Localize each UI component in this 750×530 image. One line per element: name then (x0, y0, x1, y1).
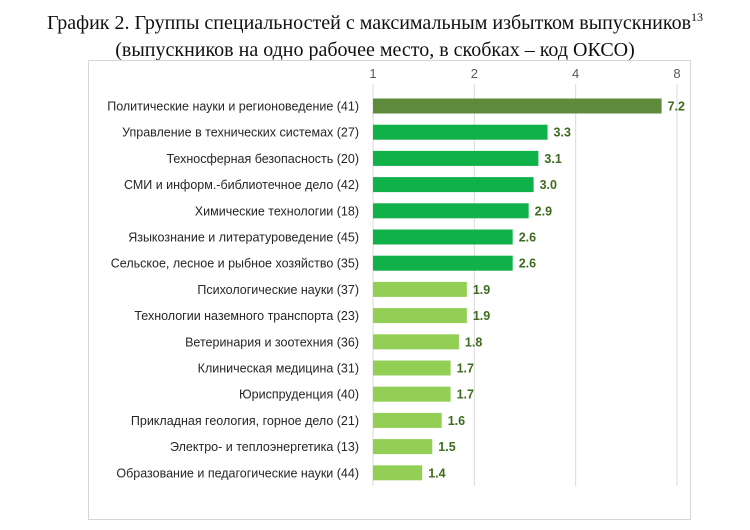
category-label: Юриспруденция (40) (239, 388, 359, 402)
value-label: 1.4 (428, 466, 445, 480)
chart-title-line2: (выпускников на одно рабочее место, в ск… (115, 39, 635, 61)
category-label: Образование и педагогические науки (44) (116, 466, 359, 480)
bar (373, 360, 451, 376)
value-labels: 7.2 3.3 3.1 3.0 2.9 2.6 2.6 1.9 1.9 1.8 1.7 1.7 1.6 1… (428, 100, 685, 481)
x-axis-ticks: 1 2 4 8 (369, 66, 680, 81)
category-label: Электро- и теплоэнергетика (13) (170, 440, 359, 454)
x-tick-label: 1 (369, 66, 376, 81)
category-label: Клиническая медицина (31) (198, 362, 359, 376)
chart-title: График 2. Группы специальностей с максим… (0, 4, 750, 64)
bar (373, 203, 529, 219)
bar (373, 98, 662, 114)
category-label: Химические технологии (18) (195, 204, 359, 218)
value-label: 2.9 (535, 204, 552, 218)
category-label: Технологии наземного транспорта (23) (134, 309, 359, 323)
value-label: 3.0 (540, 178, 557, 192)
bar (373, 255, 513, 271)
value-label: 3.3 (554, 126, 571, 140)
value-label: 7.2 (668, 100, 685, 114)
bar (373, 334, 459, 350)
x-tick-label: 4 (572, 66, 579, 81)
chart-title-line1: График 2. Группы специальностей с максим… (46, 10, 704, 34)
category-label: Сельское, лесное и рыбное хозяйство (35) (111, 257, 359, 271)
category-label: Управление в технических системах (27) (122, 126, 359, 140)
category-label: Техносферная безопасность (20) (166, 152, 359, 166)
value-label: 2.6 (519, 231, 536, 245)
value-label: 1.7 (457, 388, 474, 402)
category-label: Политические науки и регионоведение (41) (107, 100, 359, 114)
value-label: 2.6 (519, 257, 536, 271)
bar (373, 439, 433, 455)
category-labels: Политические науки и регионоведение (41)… (107, 100, 359, 481)
x-tick-label: 2 (471, 66, 478, 81)
bar (373, 412, 442, 428)
category-label: Психологические науки (37) (197, 283, 359, 297)
bars (373, 98, 662, 481)
value-label: 1.5 (438, 440, 455, 454)
chart-frame (88, 60, 691, 520)
bar (373, 177, 534, 193)
bar (373, 281, 467, 297)
bar (373, 150, 539, 166)
bar (373, 124, 548, 140)
value-label: 1.7 (457, 362, 474, 376)
value-label: 1.9 (473, 309, 490, 323)
category-label: Языкознание и литературоведение (45) (128, 231, 359, 245)
category-label: Ветеринария и зоотехния (36) (185, 335, 359, 349)
value-label: 1.9 (473, 283, 490, 297)
value-label: 3.1 (544, 152, 561, 166)
x-tick-label: 8 (673, 66, 680, 81)
bar (373, 386, 451, 402)
category-label: Прикладная геология, горное дело (21) (131, 414, 359, 428)
value-label: 1.8 (465, 335, 482, 349)
bar (373, 465, 423, 481)
footnote-marker: 13 (691, 10, 704, 24)
bar (373, 308, 467, 324)
category-label: СМИ и информ.-библиотечное дело (42) (124, 178, 359, 192)
bar (373, 229, 513, 245)
value-label: 1.6 (448, 414, 465, 428)
